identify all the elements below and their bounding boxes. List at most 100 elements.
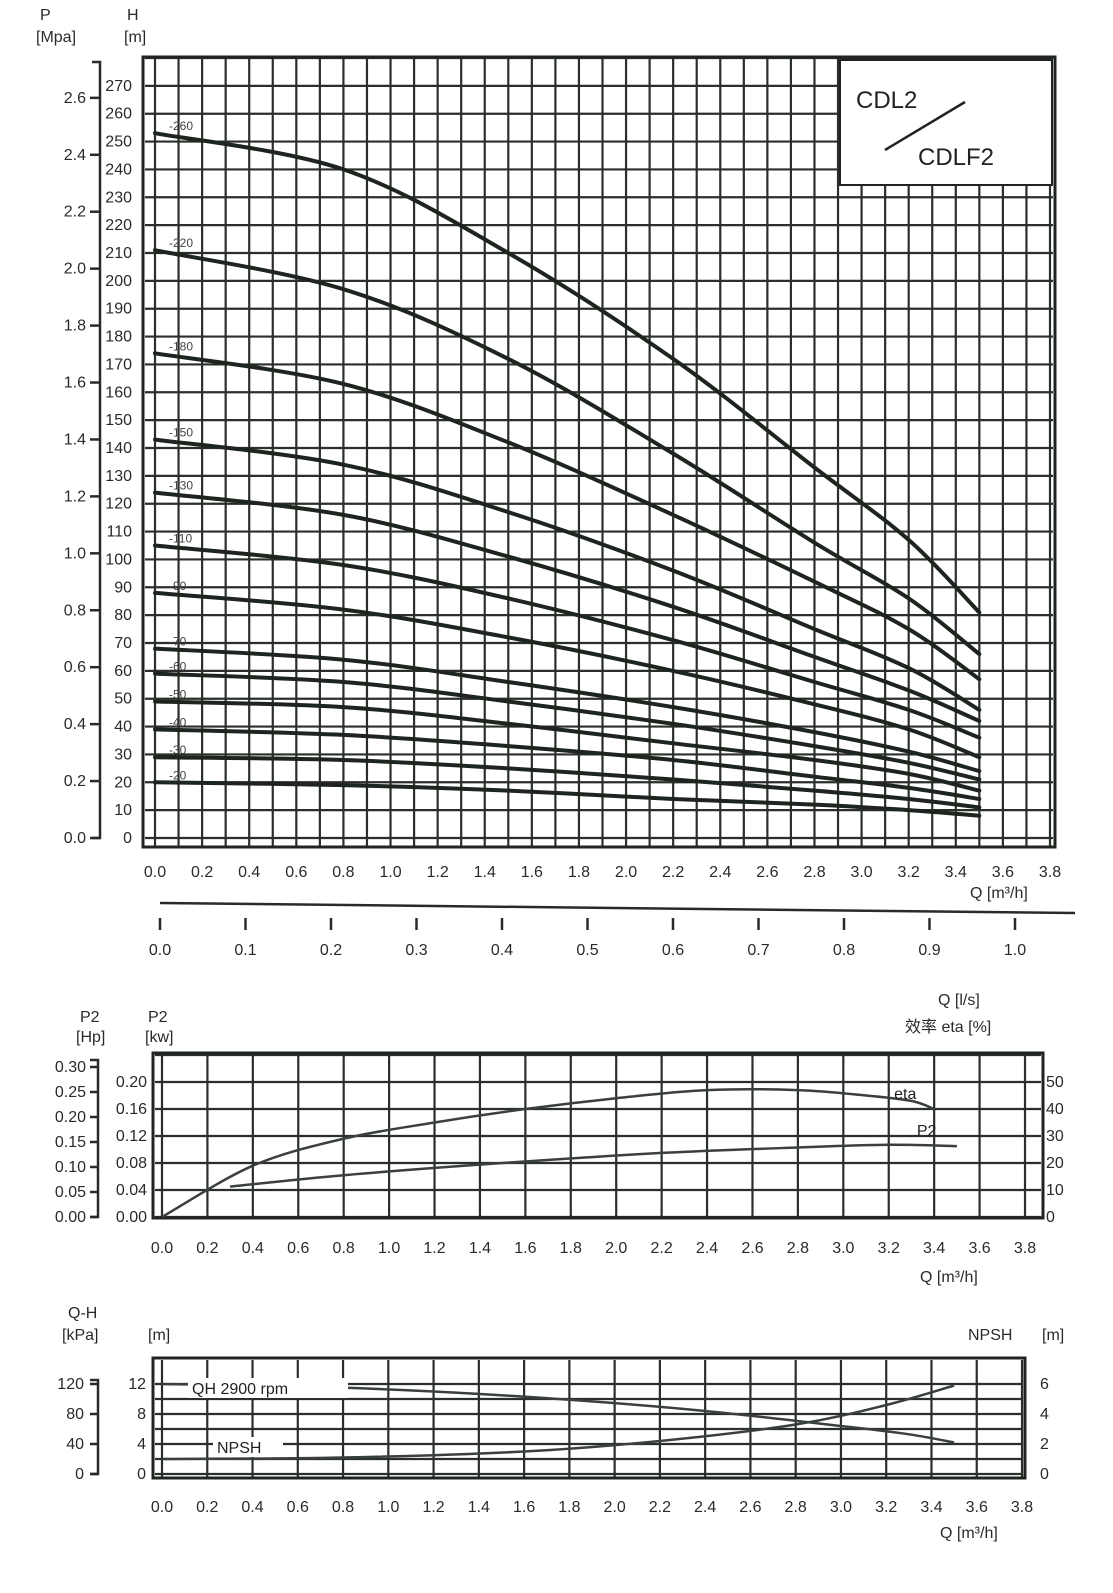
hp-axis-bracket bbox=[90, 1058, 100, 1219]
qh-curve-stage-70 bbox=[153, 646, 982, 774]
stage-label: -70 bbox=[169, 635, 187, 649]
stage-label: -60 bbox=[169, 660, 187, 674]
curve-label-p2: P2 bbox=[917, 1123, 937, 1140]
mid-x-tick-label: 2.8 bbox=[787, 1240, 809, 1257]
bottom-x-tick-label: 3.0 bbox=[830, 1499, 852, 1516]
bottom-x-tick-label: 1.4 bbox=[468, 1499, 490, 1516]
hp-axis-ticks: 0.00 0.05 0.10 0.15 0.20 0.25 0.30 bbox=[55, 1059, 98, 1226]
p-axis-name: P bbox=[40, 7, 51, 24]
qh-curve-stage-30 bbox=[153, 755, 982, 810]
top-x-tick-label: 1.6 bbox=[521, 864, 543, 881]
top-x-tick-label: 3.4 bbox=[945, 864, 967, 881]
q-lps-tick-label: 0.3 bbox=[405, 942, 427, 959]
qh-curve-stage-90 bbox=[153, 590, 982, 760]
h-tick-label: 30 bbox=[114, 746, 132, 763]
q-lps-tick-label: 0.0 bbox=[149, 942, 171, 959]
hp-tick-label: 0.05 bbox=[55, 1184, 86, 1201]
mid-chart-frame bbox=[151, 1051, 1045, 1220]
h-tick-label: 240 bbox=[105, 161, 132, 178]
h-tick-label: 210 bbox=[105, 245, 132, 262]
stage-label: -40 bbox=[169, 715, 187, 729]
top-x-tick-label: 2.8 bbox=[803, 864, 825, 881]
curve-label-npsh: NPSH bbox=[217, 1440, 261, 1457]
q-lps-tick-label: 0.4 bbox=[491, 942, 513, 959]
mid-x-tick-label: 2.0 bbox=[605, 1240, 627, 1257]
npsh-label-bg bbox=[213, 1437, 283, 1457]
h-tick-label: 90 bbox=[114, 579, 132, 596]
m-axis-ticks: 0 4 8 12 bbox=[128, 1376, 146, 1483]
top-x-tick-label: 2.2 bbox=[662, 864, 684, 881]
bottom-x-tick-label: 3.8 bbox=[1011, 1499, 1033, 1516]
kpa-tick-label: 120 bbox=[57, 1376, 84, 1393]
h-tick-label: 80 bbox=[114, 607, 132, 624]
h-tick-label: 250 bbox=[105, 134, 132, 151]
top-x-unit: Q [m³/h] bbox=[970, 885, 1028, 902]
qh-curve-stage-40 bbox=[153, 727, 982, 801]
top-x-ticks: 0.0 0.2 0.4 0.6 0.8 1.0 1.2 1.4 1.6 1.8 2.0 2.2 2.4 2… bbox=[144, 864, 1061, 881]
kpa-tick-label: 0 bbox=[75, 1466, 84, 1483]
stage-label: -50 bbox=[169, 688, 187, 702]
bottom-x-tick-label: 1.8 bbox=[558, 1499, 580, 1516]
mid-chart-grid bbox=[155, 1053, 1041, 1219]
q-lps-tick-label: 0.5 bbox=[576, 942, 598, 959]
p-tick-label: 1.0 bbox=[64, 545, 86, 562]
npsh-tick-label: 4 bbox=[1040, 1406, 1049, 1423]
model-line2: CDLF2 bbox=[918, 144, 994, 171]
stage-label: -110 bbox=[169, 532, 192, 546]
kw-tick-label: 0.20 bbox=[116, 1074, 147, 1091]
eta-tick-label: 10 bbox=[1046, 1182, 1064, 1199]
top-x-tick-label: 0.2 bbox=[191, 864, 213, 881]
qh-curve-stage-20 bbox=[153, 780, 982, 818]
top-x-tick-label: 0.4 bbox=[238, 864, 260, 881]
mid-x-tick-label: 1.0 bbox=[378, 1240, 400, 1257]
mid-x-unit: Q [m³/h] bbox=[920, 1269, 978, 1286]
p-tick-label: 2.2 bbox=[64, 204, 86, 221]
eta-tick-label: 40 bbox=[1046, 1101, 1064, 1118]
qh-curve-stage-150 bbox=[153, 437, 982, 712]
mid-x-tick-label: 1.8 bbox=[560, 1240, 582, 1257]
h-tick-label: 110 bbox=[106, 524, 132, 541]
hp-tick-label: 0.10 bbox=[55, 1159, 86, 1176]
h-tick-label: 160 bbox=[105, 384, 132, 401]
curve-p2 bbox=[229, 1143, 957, 1188]
npsh-tick-label: 0 bbox=[1040, 1466, 1049, 1483]
top-x-tick-label: 3.0 bbox=[850, 864, 872, 881]
mid-x-tick-label: 0.2 bbox=[196, 1240, 218, 1257]
hp-tick-label: 0.00 bbox=[55, 1209, 86, 1226]
q-lps-tick-label: 1.0 bbox=[1004, 942, 1026, 959]
h-tick-label: 100 bbox=[105, 551, 132, 568]
top-x-tick-label: 1.8 bbox=[568, 864, 590, 881]
p-tick-label: 2.4 bbox=[64, 147, 86, 164]
eta-tick-label: 50 bbox=[1046, 1074, 1064, 1091]
bottom-x-tick-label: 3.2 bbox=[875, 1499, 897, 1516]
bottom-x-tick-label: 2.6 bbox=[739, 1499, 761, 1516]
model-line1: CDL2 bbox=[856, 87, 917, 114]
kpa-tick-label: 40 bbox=[66, 1436, 84, 1453]
p-axis-bracket bbox=[92, 60, 102, 840]
eta-label: 效率 eta [%] bbox=[905, 1018, 991, 1036]
top-chart-grid bbox=[145, 56, 1053, 846]
p-tick-label: 1.6 bbox=[64, 375, 86, 392]
kw-tick-label: 0.00 bbox=[116, 1209, 147, 1226]
m-tick-label: 4 bbox=[137, 1436, 146, 1453]
h-tick-label: 230 bbox=[105, 189, 132, 206]
top-x-tick-label: 2.0 bbox=[615, 864, 637, 881]
p-axis-unit: [Mpa] bbox=[36, 29, 76, 46]
top-x-tick-label: 3.8 bbox=[1039, 864, 1061, 881]
mid-x-tick-label: 0.4 bbox=[242, 1240, 264, 1257]
mid-x-tick-label: 0.0 bbox=[151, 1240, 173, 1257]
kpa-axis-bracket bbox=[90, 1378, 100, 1476]
mid-chart-curves: eta P2 bbox=[161, 1086, 957, 1219]
p-tick-label: 0.0 bbox=[64, 830, 86, 847]
h-tick-label: 70 bbox=[114, 635, 132, 652]
kw-axis-name: P2 bbox=[148, 1009, 168, 1026]
q-lps-axis-ticks: 0.0 0.1 0.2 0.3 0.4 0.5 0.6 0.7 0.8 0.9 1.0 bbox=[149, 918, 1026, 959]
curve-label-eta: eta bbox=[894, 1086, 916, 1103]
qh-curve-stage-60 bbox=[153, 671, 982, 782]
h-tick-label: 10 bbox=[114, 802, 132, 819]
hp-tick-label: 0.20 bbox=[55, 1109, 86, 1126]
eta-axis-ticks: 0 10 20 30 40 50 bbox=[1046, 1074, 1064, 1226]
q-lps-tick-label: 0.1 bbox=[234, 942, 256, 959]
mid-x-tick-label: 1.6 bbox=[514, 1240, 536, 1257]
kw-tick-label: 0.04 bbox=[116, 1182, 147, 1199]
